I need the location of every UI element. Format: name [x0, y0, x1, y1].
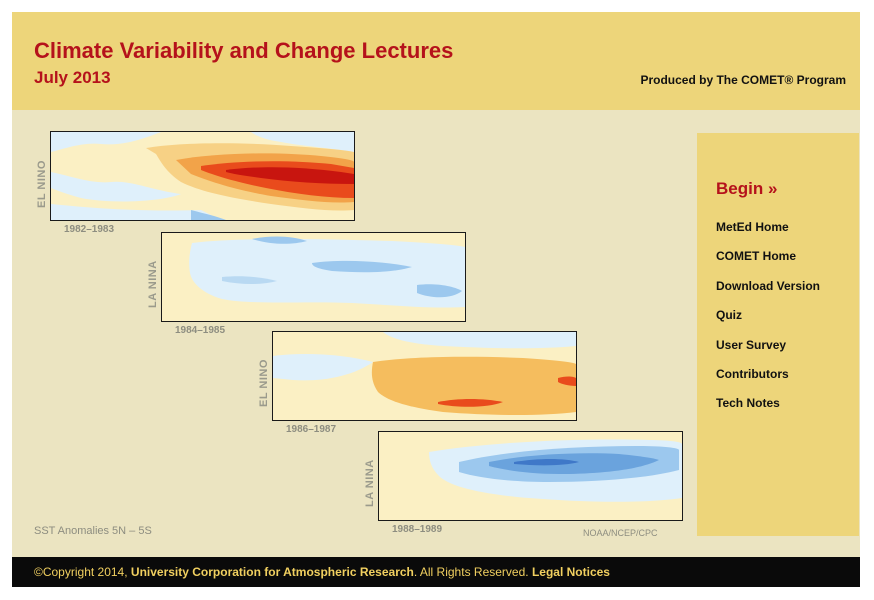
nav-comet-home[interactable]: COMET Home: [716, 249, 797, 263]
nav-contributors[interactable]: Contributors: [716, 367, 789, 381]
legal-notices-link[interactable]: Legal Notices: [531, 565, 610, 579]
sst-map-4: [379, 432, 682, 520]
nav-quiz[interactable]: Quiz: [716, 308, 742, 322]
producer-credit: Produced by The COMET® Program: [640, 73, 846, 87]
copyright-text: ©Copyright 2014,: [34, 565, 128, 579]
sst-panel-3: [272, 331, 577, 421]
page-subtitle: July 2013: [34, 68, 111, 87]
page-frame: Climate Variability and Change Lectures …: [12, 12, 860, 587]
sst-panel-2: [161, 232, 466, 322]
panel-4-years: 1988–1989: [392, 524, 443, 535]
sst-map-2: [162, 233, 465, 321]
panel-2-label: LA NINA: [147, 260, 159, 308]
nav-meted-home[interactable]: MetEd Home: [716, 220, 789, 234]
nav-tech-notes[interactable]: Tech Notes: [716, 396, 780, 410]
panel-3-label: EL NINO: [258, 359, 270, 407]
panel-3-years: 1986–1987: [286, 424, 337, 435]
sst-panel-4: [378, 431, 683, 521]
panel-1-years: 1982–1983: [64, 224, 115, 235]
page-title: Climate Variability and Change Lectures: [34, 38, 454, 63]
footer-bar: ©Copyright 2014, University Corporation …: [12, 557, 860, 587]
begin-link[interactable]: Begin »: [716, 179, 778, 198]
data-source-credit: NOAA/NCEP/CPC: [583, 528, 658, 538]
sst-panel-1: [50, 131, 355, 221]
footer-text: ©Copyright 2014, University Corporation …: [34, 565, 610, 579]
nav-download-version[interactable]: Download Version: [716, 279, 821, 293]
panel-2-years: 1984–1985: [175, 325, 226, 336]
sidebar-nav: Begin » MetEd Home COMET Home Download V…: [697, 133, 859, 536]
panel-4-label: LA NINA: [364, 459, 376, 507]
panel-1-label: EL NINO: [36, 160, 48, 208]
sst-map-3: [273, 332, 576, 420]
sst-caption: SST Anomalies 5N – 5S: [34, 525, 152, 537]
sst-map-1: [51, 132, 354, 220]
header-banner: Climate Variability and Change Lectures …: [12, 12, 860, 110]
ucar-link[interactable]: University Corporation for Atmospheric R…: [130, 565, 414, 579]
rights-text: . All Rights Reserved.: [413, 565, 529, 579]
nav-user-survey[interactable]: User Survey: [716, 338, 787, 352]
